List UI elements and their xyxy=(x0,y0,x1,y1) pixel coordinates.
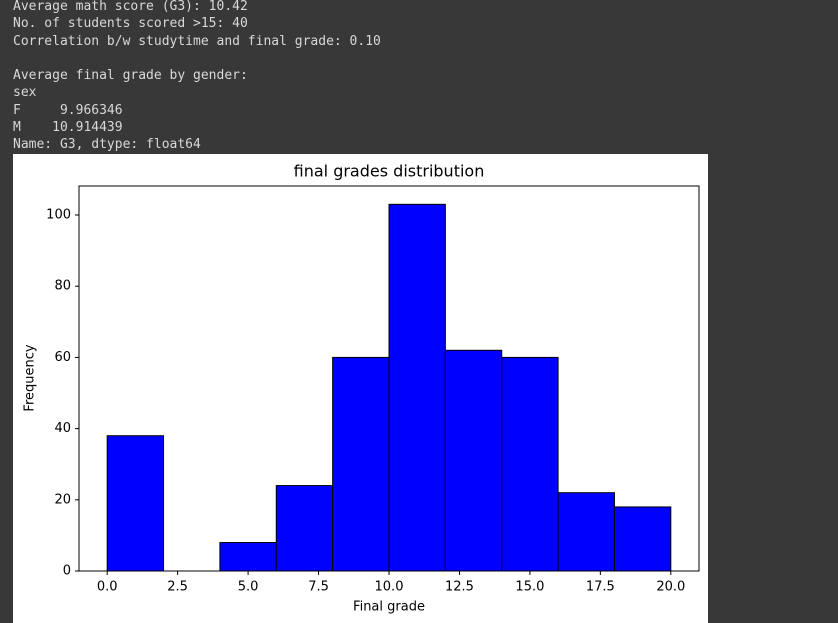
output-line: Average final grade by gender: xyxy=(13,68,248,84)
x-tick-label: 20.0 xyxy=(656,580,685,595)
output-line: M 10.914439 xyxy=(13,120,123,136)
chart-title: final grades distribution xyxy=(294,162,485,181)
x-tick-label: 5.0 xyxy=(238,580,259,595)
x-tick-label: 2.5 xyxy=(167,580,188,595)
bar xyxy=(444,349,503,572)
bar xyxy=(332,356,390,572)
output-line: F 9.966346 xyxy=(13,102,123,118)
y-tick-label: 40 xyxy=(54,421,71,436)
x-tick-label: 0.0 xyxy=(97,580,118,595)
bar xyxy=(388,203,446,572)
output-line: No. of students scored >15: 40 xyxy=(13,16,248,32)
x-tick-label: 15.0 xyxy=(515,580,544,595)
x-tick-label: 10.0 xyxy=(375,580,404,595)
bar xyxy=(613,506,672,572)
bar xyxy=(219,542,277,572)
gender-block: Average final grade by gender: sex F 9.966… xyxy=(13,67,381,153)
summary-block: Average math score (G3): 10.42 No. of stu… xyxy=(13,0,381,50)
output-line: sex xyxy=(13,85,37,101)
output-line: Correlation b/w studytime and final grad… xyxy=(13,33,381,49)
x-axis-label: Final grade xyxy=(353,600,425,615)
y-tick-label: 0 xyxy=(63,564,71,579)
output-line: Average math score (G3): 10.42 xyxy=(13,0,248,14)
x-tick-label: 12.5 xyxy=(445,580,474,595)
bar xyxy=(557,492,615,572)
y-axis-label: Frequency xyxy=(23,344,38,411)
bar xyxy=(106,435,165,572)
y-tick-label: 80 xyxy=(54,279,71,294)
output-line: Name: G3, dtype: float64 xyxy=(13,137,201,153)
bar xyxy=(275,485,334,572)
y-tick-label: 20 xyxy=(54,492,71,507)
y-tick-label: 60 xyxy=(54,350,71,365)
bar xyxy=(501,356,559,572)
x-tick-label: 7.5 xyxy=(308,580,329,595)
x-tick-label: 17.5 xyxy=(586,580,615,595)
cell-output: Average math score (G3): 10.42 No. of stu… xyxy=(13,0,381,154)
chart: final grades distribution Final grade Fr… xyxy=(13,154,708,623)
y-tick-label: 100 xyxy=(46,208,71,223)
